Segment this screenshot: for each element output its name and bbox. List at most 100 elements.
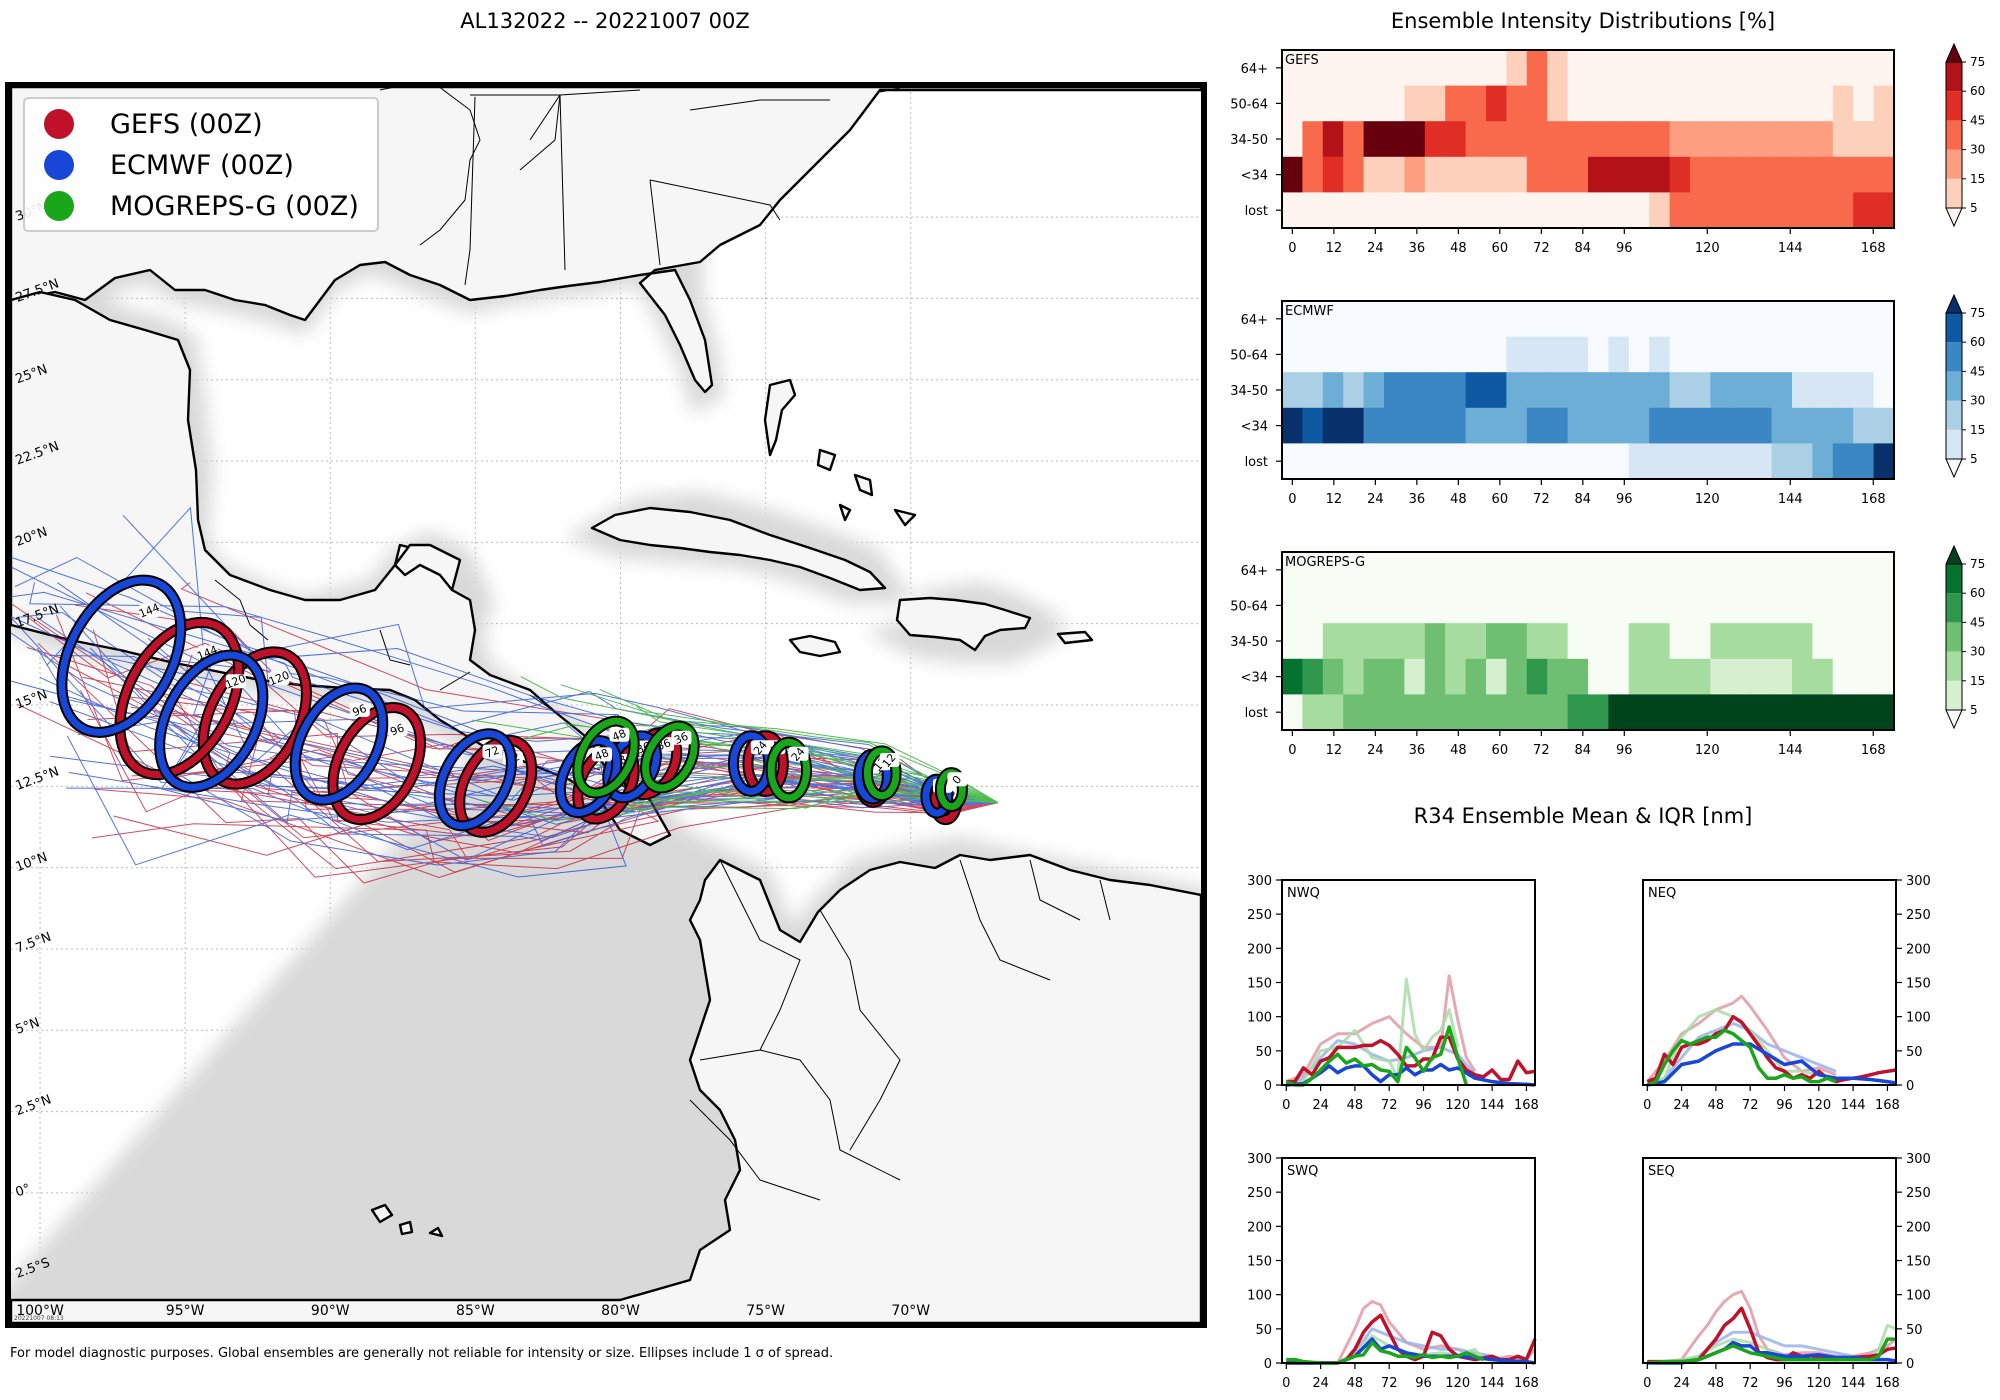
heatmap-cell [1384, 85, 1405, 122]
heatmap-cell [1302, 336, 1324, 373]
heatmap-cell [1302, 301, 1324, 337]
heatmap-cell [1486, 552, 1507, 588]
heatmap-cell [1588, 301, 1609, 337]
land-galapagos [370, 1203, 444, 1238]
heatmap-x-tick: 48 [1450, 743, 1467, 758]
heatmap-cell [1445, 156, 1467, 193]
colorbar-tick: 75 [1970, 306, 1985, 320]
heatmap-cell [1343, 336, 1365, 373]
heatmap-cell [1486, 694, 1507, 731]
heatmap-cell [1322, 694, 1344, 731]
heatmap-cell [1282, 587, 1303, 624]
longitude-labels: 100°W 95°W 90°W 85°W 80°W 75°W 70°W [16, 1303, 930, 1319]
heatmap-cell [1771, 50, 1793, 86]
heatmap-cell [1424, 694, 1446, 731]
heatmap-cell [1567, 552, 1589, 588]
heatmap-cell [1628, 407, 1650, 444]
heatmap-cell [1690, 587, 1711, 624]
heatmap-x-tick: 60 [1492, 743, 1509, 758]
r34-panel-label: NWQ [1287, 886, 1320, 901]
legend-swatch-gefs [44, 109, 74, 139]
heatmap-cell [1282, 407, 1303, 444]
colorbar-tick: 30 [1970, 143, 1985, 157]
heatmap-cell [1343, 552, 1365, 588]
heatmap-cell [1506, 192, 1528, 229]
heatmap-cell [1628, 552, 1650, 588]
heatmap-cell [1465, 121, 1487, 158]
uncertainty-ellipse [642, 722, 698, 792]
heatmap-cell [1730, 85, 1752, 122]
heatmap-cell [1690, 407, 1711, 444]
heatmap-cell [1445, 301, 1467, 337]
heatmap-cell [1363, 443, 1385, 480]
heatmap-cell [1751, 301, 1773, 337]
heatmap-cell [1608, 443, 1630, 480]
r34-panel-nwq: NWQ 0 24 48 72 96 120 144 168 0 50 100 150 200 250 300 [1247, 874, 1539, 1113]
heatmap-cell [1282, 372, 1303, 409]
heatmap-cell [1751, 443, 1773, 480]
heatmap-cell [1363, 658, 1385, 695]
heatmap-cell [1751, 192, 1773, 229]
heatmap-cell [1649, 587, 1671, 624]
ellipse-hour-label: 48 [592, 746, 613, 764]
heatmap-cell [1567, 407, 1589, 444]
r34-x-tick: 24 [1312, 1098, 1329, 1113]
heatmap-cell [1384, 301, 1405, 337]
heatmap-cell [1363, 552, 1385, 588]
heatmap-cell [1404, 658, 1426, 695]
heatmap-cell [1363, 121, 1385, 158]
svg-text:48: 48 [610, 727, 628, 744]
heatmap-cell [1547, 156, 1569, 193]
heatmap-cell [1506, 50, 1528, 86]
heatmap-cell [1302, 623, 1324, 660]
heatmap-cell [1853, 694, 1875, 731]
r34-panel-neq: NEQ 0 24 48 72 96 120 144 168 0 50 100 150 200 250 300 [1642, 874, 1931, 1113]
heatmap-cell [1424, 85, 1446, 122]
uncertainty-ellipse [58, 576, 185, 736]
heatmap-cell [1567, 587, 1589, 624]
heatmap-cell [1730, 192, 1752, 229]
r34-y-tick: 0 [1906, 1079, 1914, 1094]
r34-x-tick: 96 [1776, 1376, 1793, 1391]
heatmap-cell [1751, 407, 1773, 444]
heatmap-cell [1608, 694, 1630, 731]
heatmap-cell [1343, 407, 1365, 444]
r34-panel-swq: SWQ 0 24 48 72 96 120 144 168 0 50 100 150 200 250 300 [1247, 1152, 1539, 1391]
colorbar-tick: 45 [1970, 615, 1985, 629]
heatmap-cell [1771, 85, 1793, 122]
heatmap-row-label: 50-64 [1230, 97, 1268, 112]
lat-label: 0° [14, 1181, 33, 1200]
r34-series-line [1286, 1035, 1536, 1084]
heatmap-cell [1588, 50, 1609, 86]
heatmap-cell [1322, 587, 1344, 624]
heatmap-cell [1628, 658, 1650, 695]
r34-y-tick: 50 [1906, 1045, 1923, 1060]
heatmap-cell [1486, 336, 1507, 373]
heatmap-cell [1526, 336, 1548, 373]
heatmap-cell [1282, 192, 1303, 229]
heatmap-cell [1486, 623, 1507, 660]
colorbar-tick: 5 [1970, 452, 1978, 466]
r34-y-tick: 100 [1906, 1011, 1931, 1026]
r34-x-tick: 24 [1312, 1376, 1329, 1391]
heatmap-cell [1445, 85, 1467, 122]
heatmap-cell [1404, 85, 1426, 122]
heatmap-cell [1853, 301, 1875, 337]
heatmap-cell [1547, 336, 1569, 373]
heatmap-cell [1832, 156, 1854, 193]
heatmap-cell [1832, 121, 1854, 158]
member-track [267, 766, 998, 863]
heatmap-cell [1649, 336, 1671, 373]
r34-y-tick: 300 [1247, 1152, 1272, 1167]
heatmap-cell [1384, 372, 1405, 409]
heatmap-cell [1384, 623, 1405, 660]
heatmap-cell [1690, 658, 1711, 695]
heatmap-x-tick: 120 [1695, 241, 1720, 256]
heatmap-cell [1832, 192, 1854, 229]
heatmap-cell [1547, 443, 1569, 480]
heatmap-cell [1343, 192, 1365, 229]
heatmap-cell [1567, 443, 1589, 480]
heatmap-cell [1526, 372, 1548, 409]
heatmap-cell [1792, 552, 1813, 588]
